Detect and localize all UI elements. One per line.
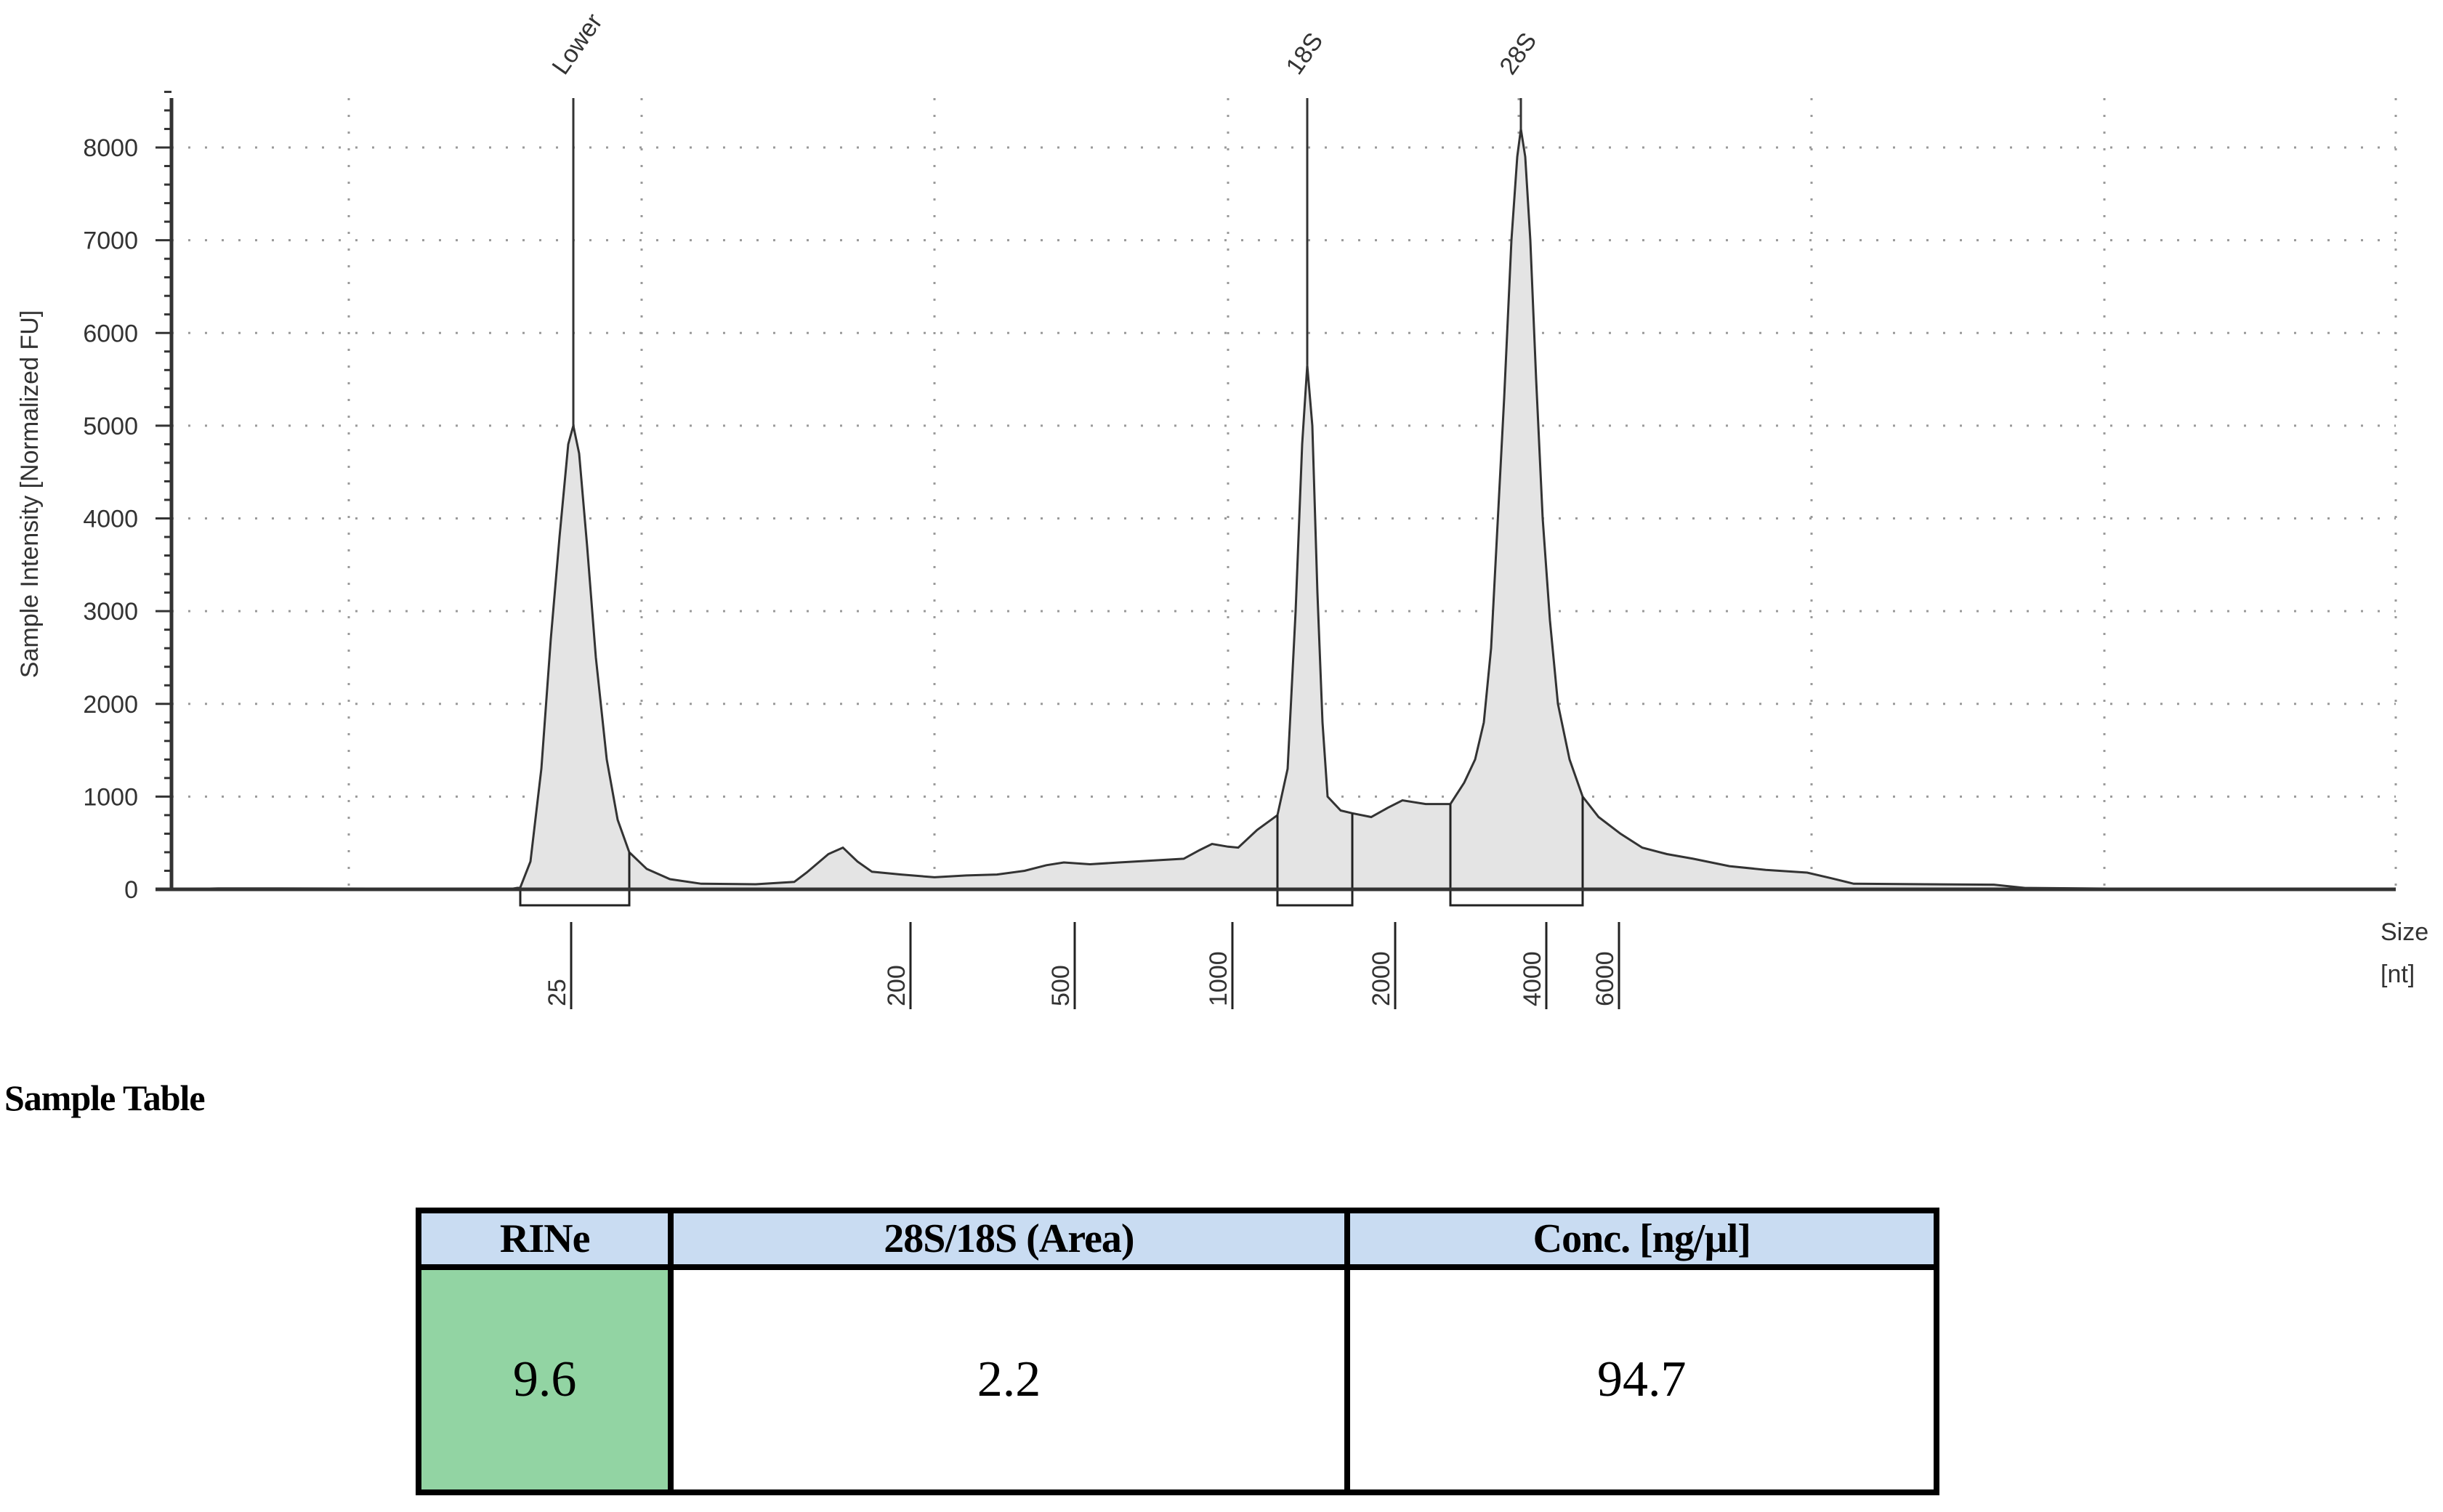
size-ladder-ticks: 25 200 500 1000 2000 4000 6000 bbox=[544, 922, 1620, 1009]
size-tick-label: 4000 bbox=[1519, 951, 1546, 1006]
x-axis-title-unit: [nt] bbox=[2381, 961, 2415, 988]
header-ratio: 28S/18S (Area) bbox=[668, 1208, 1350, 1270]
axes: 0 1000 2000 3000 4000 5000 6000 7000 8000 bbox=[83, 90, 2396, 904]
peak-label-18s: 18S bbox=[1280, 28, 1328, 79]
y-tick-label: 0 bbox=[124, 876, 138, 904]
peak-label-lower: Lower bbox=[546, 9, 607, 80]
electropherogram-area bbox=[174, 129, 2347, 889]
y-tick-label: 3000 bbox=[83, 598, 138, 626]
size-tick-label: 500 bbox=[1047, 965, 1075, 1006]
cell-conc-value: 94.7 bbox=[1344, 1264, 1940, 1495]
electropherogram-line bbox=[174, 129, 2348, 891]
y-tick-label: 1000 bbox=[83, 783, 138, 811]
y-tick-label: 8000 bbox=[83, 134, 138, 162]
peak-markers: Lower 18S 28S bbox=[519, 9, 1584, 907]
sample-table-title: Sample Table bbox=[4, 1078, 206, 1118]
table-row: 9.6 2.2 94.7 bbox=[415, 1264, 1940, 1495]
peak-label-28s: 28S bbox=[1494, 28, 1542, 79]
cell-rine-value: 9.6 bbox=[415, 1264, 674, 1495]
y-tick-label: 7000 bbox=[83, 227, 138, 255]
y-axis-title: Sample Intensity [Normalized FU] bbox=[16, 310, 44, 678]
grid-lines bbox=[171, 98, 2397, 889]
electropherogram-chart: Lower 18S 28S 0 1000 2000 3000 4000 5000 6000 700… bbox=[16, 9, 2428, 1009]
y-tick-label: 6000 bbox=[83, 320, 138, 347]
size-tick-label: 25 bbox=[544, 979, 571, 1006]
sample-table-header-row: RINe 28S/18S (Area) Conc. [ng/µl] bbox=[415, 1208, 1940, 1270]
y-tick-label: 2000 bbox=[83, 691, 138, 719]
y-tick-label: 5000 bbox=[83, 413, 138, 440]
header-conc: Conc. [ng/µl] bbox=[1344, 1208, 1940, 1270]
x-axis-title-size: Size bbox=[2381, 918, 2428, 946]
cell-ratio-value: 2.2 bbox=[668, 1264, 1350, 1495]
size-tick-label: 200 bbox=[883, 965, 910, 1006]
sample-table: RINe 28S/18S (Area) Conc. [ng/µl] 9.6 2.… bbox=[415, 1208, 1940, 1495]
size-tick-label: 2000 bbox=[1368, 951, 1395, 1006]
y-tick-label: 4000 bbox=[83, 506, 138, 533]
header-rine: RINe bbox=[415, 1208, 674, 1270]
size-tick-label: 6000 bbox=[1591, 951, 1619, 1006]
size-tick-label: 1000 bbox=[1205, 951, 1232, 1006]
